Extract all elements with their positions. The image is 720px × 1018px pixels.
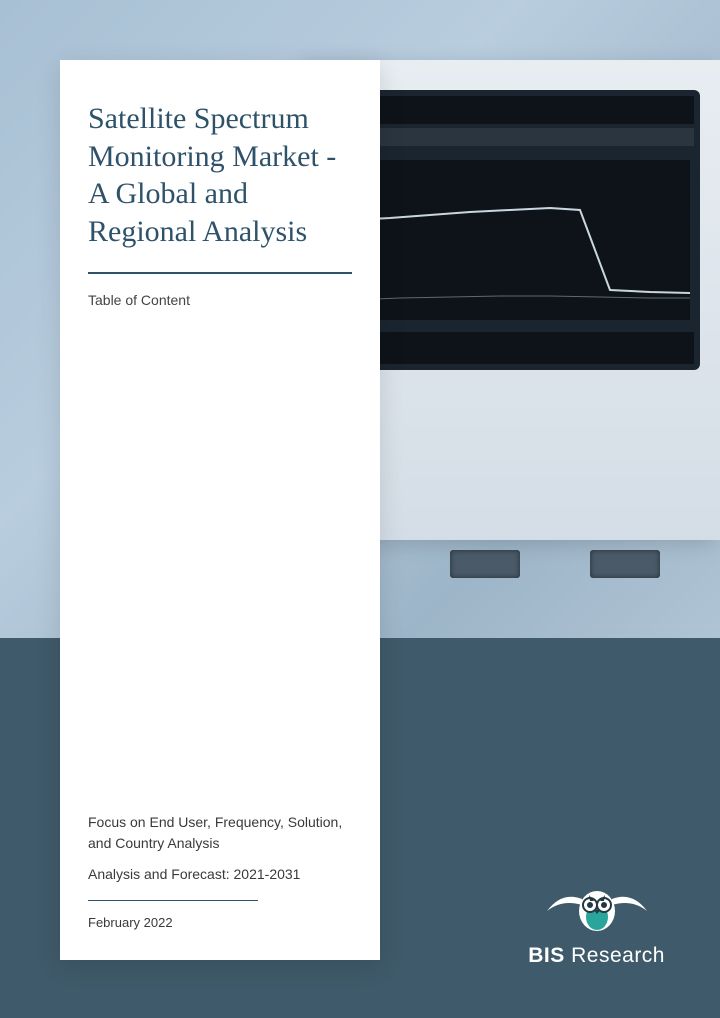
- brand-bold: BIS: [528, 944, 565, 967]
- screen-waveform-area: [350, 160, 690, 320]
- screen-info-band: [346, 128, 694, 146]
- small-divider: [88, 900, 258, 901]
- cover-card: Satellite Spectrum Monitoring Market - A…: [60, 60, 380, 960]
- brand-logo: BIS Research: [528, 881, 665, 968]
- title-divider: [88, 272, 352, 274]
- waveform-svg: [350, 160, 690, 320]
- report-title: Satellite Spectrum Monitoring Market - A…: [88, 100, 352, 250]
- cover-lower-block: Focus on End User, Frequency, Solution, …: [88, 812, 352, 930]
- owl-icon: [542, 881, 652, 936]
- forecast-text: Analysis and Forecast: 2021-2031: [88, 866, 352, 882]
- brand-light: Research: [565, 944, 665, 967]
- focus-text: Focus on End User, Frequency, Solution, …: [88, 812, 352, 854]
- brand-name: BIS Research: [528, 944, 665, 968]
- screen-top-readout: [346, 96, 694, 124]
- screen-bottom-readout: [346, 332, 694, 364]
- usb-port: [450, 550, 520, 578]
- subtitle-toc: Table of Content: [88, 292, 352, 308]
- usb-port: [590, 550, 660, 578]
- background-monitor-screen: [340, 90, 700, 370]
- title-line1: Satellite Spectrum Monitoring Market -: [88, 102, 336, 173]
- background-usb-ports: [340, 550, 700, 600]
- publish-date: February 2022: [88, 915, 352, 930]
- title-line2: A Global and Regional Analysis: [88, 175, 352, 250]
